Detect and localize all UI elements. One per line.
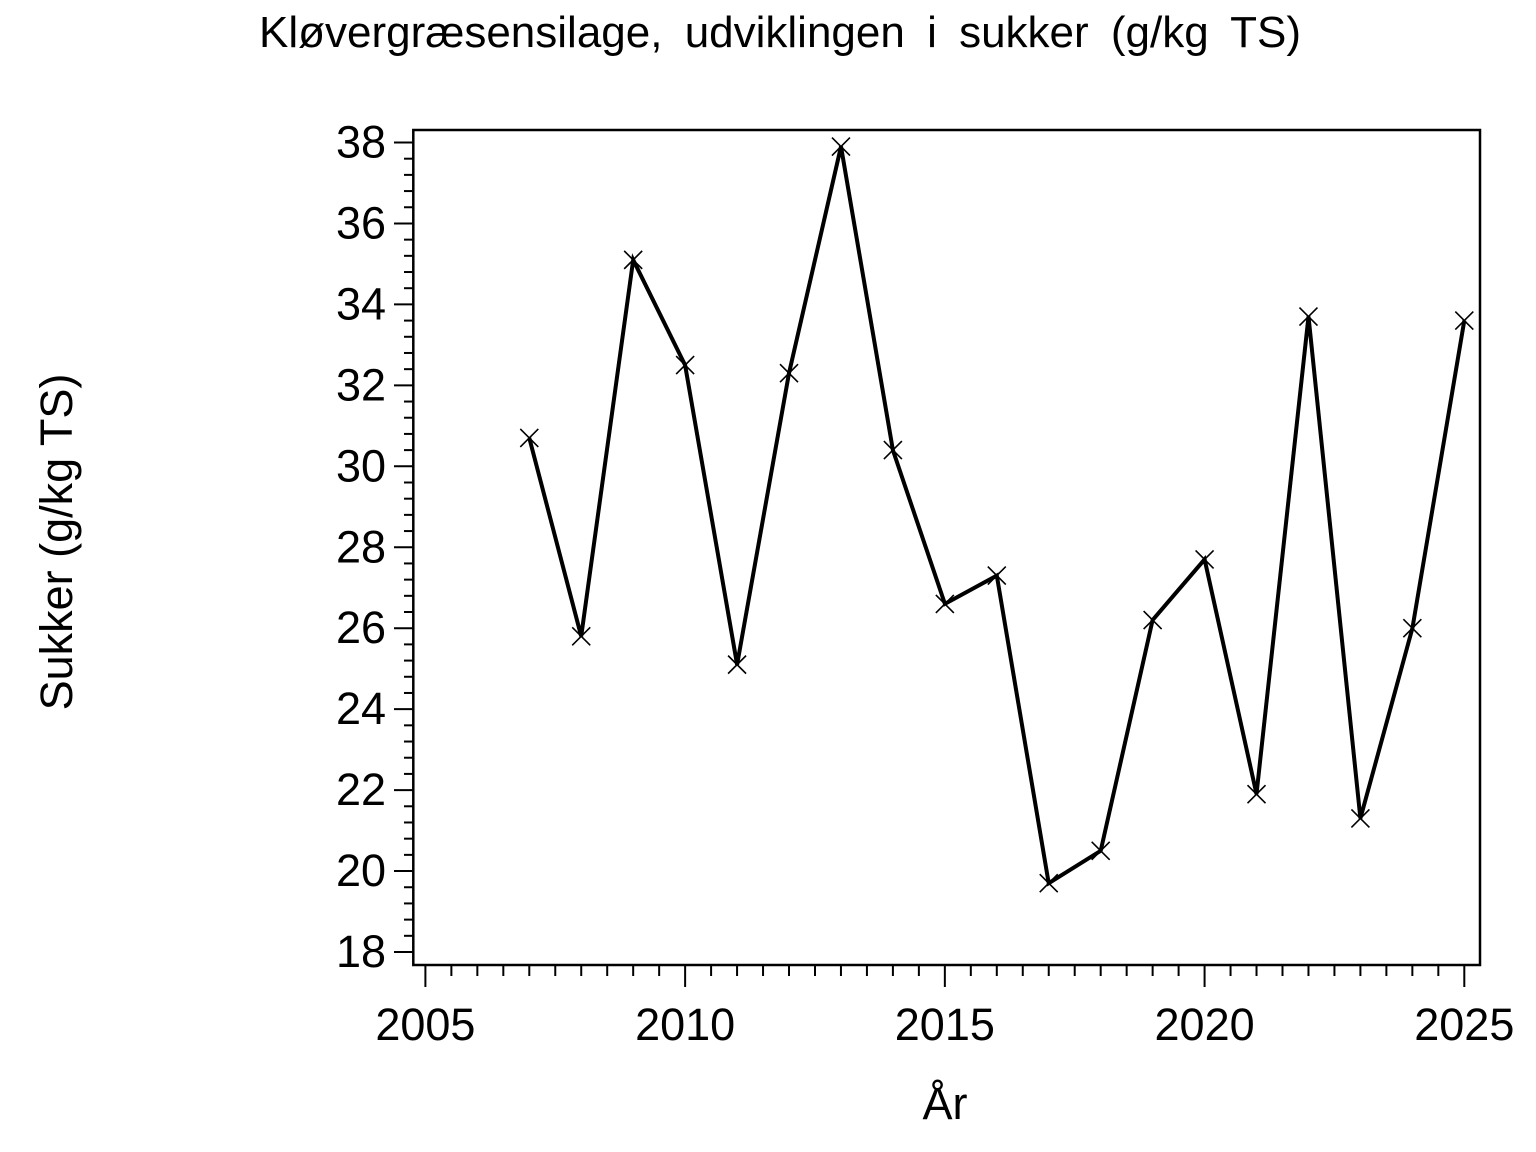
x-axis-tick-label-2015: 2015	[895, 999, 995, 1050]
y-axis-tick-label-36: 36	[336, 197, 386, 248]
data-point-2017	[1039, 873, 1059, 893]
y-axis-tick-label-32: 32	[336, 359, 386, 410]
x-axis-tick-label-2020: 2020	[1155, 999, 1255, 1050]
data-point-2024	[1402, 618, 1422, 638]
y-axis-tick-label-26: 26	[336, 602, 386, 653]
data-point-2014	[883, 440, 903, 460]
y-axis-tick-label-24: 24	[336, 683, 386, 734]
y-axis-tick-label-20: 20	[336, 845, 386, 896]
x-axis-title: År	[922, 1078, 968, 1129]
data-point-2013	[831, 136, 851, 157]
y-axis-tick-label-28: 28	[336, 521, 386, 572]
data-point-2019	[1143, 610, 1163, 630]
data-point-2020	[1195, 549, 1215, 569]
data-point-2015	[935, 594, 955, 614]
x-axis-tick-label-2005: 2005	[375, 999, 475, 1050]
data-point-2016	[987, 566, 1007, 586]
y-axis-tick-label-38: 38	[336, 117, 386, 168]
chart-title: Kløvergræsensilage, udviklingen i sukker…	[258, 8, 1302, 57]
data-point-2023	[1350, 808, 1370, 828]
data-point-2011	[727, 655, 747, 675]
data-point-2008	[571, 626, 591, 646]
data-point-2012	[779, 363, 799, 383]
data-point-2010	[675, 355, 695, 375]
data-point-2018	[1091, 841, 1111, 861]
x-axis-tick-label-2025: 2025	[1414, 999, 1514, 1050]
y-axis-tick-label-30: 30	[336, 440, 386, 491]
y-axis-tick-label-18: 18	[336, 926, 386, 977]
y-axis-tick-label-34: 34	[336, 278, 386, 329]
data-point-2022	[1298, 306, 1319, 327]
data-point-2025	[1454, 311, 1474, 331]
data-point-2021	[1246, 784, 1267, 804]
data-point-2007	[519, 428, 539, 448]
data-point-2009	[623, 250, 643, 270]
plot-frame	[412, 128, 1482, 967]
x-axis-tick-label-2010: 2010	[635, 999, 735, 1050]
y-axis-tick-label-22: 22	[336, 764, 386, 815]
